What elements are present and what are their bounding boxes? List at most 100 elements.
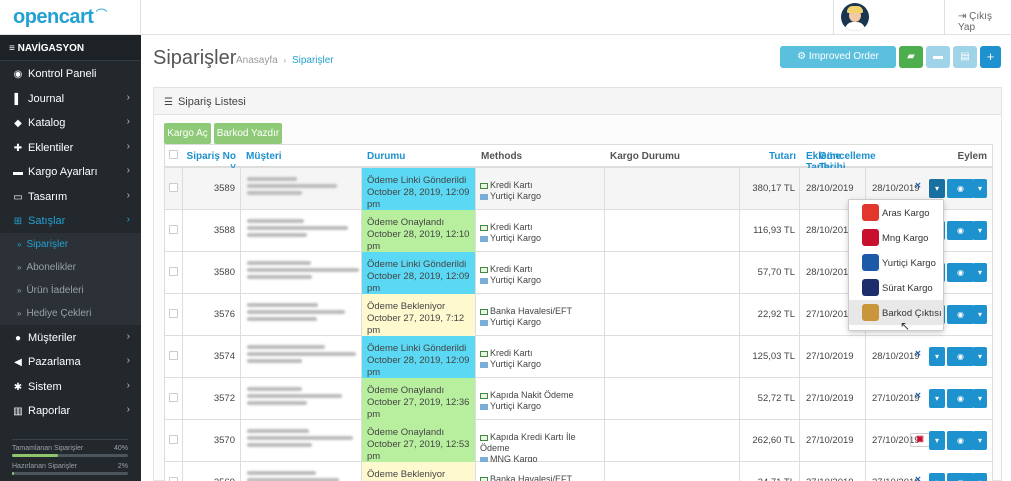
order-id: 3580 — [183, 252, 241, 294]
sidebar-subitem[interactable]: » Hediye Çekleri — [0, 301, 141, 325]
sidebar-item-eklentiler[interactable]: ✚ Eklentiler › — [0, 135, 141, 160]
breadcrumb-home[interactable]: Anasayfa — [236, 55, 278, 66]
row-checkbox[interactable] — [169, 225, 178, 234]
gear-icon: ✱ — [13, 381, 23, 393]
progress-bar — [12, 454, 128, 457]
view-dropdown-button[interactable]: ▾ — [973, 389, 987, 408]
order-id: 3589 — [183, 168, 241, 210]
mng-kargo-logo: ▣ — [910, 433, 930, 447]
row-checkbox[interactable] — [169, 183, 178, 192]
yurtici-kargo-logo: ✕ — [914, 349, 922, 358]
shipping-icon — [480, 277, 488, 284]
action-cell: ▣ ▾ ◉ ▾ — [897, 420, 992, 462]
view-button[interactable]: ◉ — [947, 431, 974, 450]
navigation-heading: ≡ NAVİGASYON — [0, 35, 141, 61]
view-button[interactable]: ◉ — [947, 263, 974, 282]
breadcrumb-current[interactable]: Siparişler — [291, 55, 334, 66]
cargo-option-aras-kargo[interactable]: Aras Kargo — [849, 200, 943, 225]
breadcrumb: Anasayfa › Siparişler — [236, 55, 334, 66]
sidebar-item-kargo-ayarlar-[interactable]: ▬ Kargo Ayarları › — [0, 159, 141, 184]
view-button[interactable]: ◉ — [947, 347, 974, 366]
status-cell: Ödeme Linki Gönderildi October 28, 2019, … — [362, 168, 476, 210]
view-dropdown-button[interactable]: ▾ — [973, 431, 987, 450]
column-header-total[interactable]: Tutarı — [768, 151, 796, 162]
panel-title: Sipariş Listesi — [177, 96, 246, 108]
payment-icon — [480, 476, 488, 481]
view-dropdown-button[interactable]: ▾ — [973, 179, 987, 198]
print-barcode-button[interactable]: Barkod Yazdır — [214, 123, 282, 144]
view-button[interactable]: ◉ — [947, 389, 974, 408]
sidebar-subitem[interactable]: » Ürün İadeleri — [0, 278, 141, 302]
chevron-right-icon: › — [126, 116, 130, 127]
view-button[interactable]: ◉ — [947, 473, 974, 481]
table-row[interactable]: 3574 Ödeme Linki Gönderildi October 28, 20… — [165, 336, 992, 378]
sidebar-item-katalog[interactable]: ◆ Katalog › — [0, 110, 141, 135]
user-menu[interactable] — [833, 0, 945, 35]
view-dropdown-button[interactable]: ▾ — [973, 263, 987, 282]
action-cell: ✕ ▾ ◉ ▾ — [897, 378, 992, 420]
add-button[interactable]: + — [980, 46, 1001, 68]
row-checkbox[interactable] — [169, 477, 178, 481]
sidebar-item-kontrol-paneli[interactable]: ◉ Kontrol Paneli — [0, 61, 141, 86]
view-dropdown-button[interactable]: ▾ — [973, 221, 987, 240]
mouse-cursor-icon: ↖ — [900, 319, 911, 333]
row-checkbox[interactable] — [169, 309, 178, 318]
table-row[interactable]: 3570 Ödeme Onaylandı October 27, 2019, 12:… — [165, 420, 992, 464]
row-checkbox[interactable] — [169, 267, 178, 276]
cargo-option-s-rat-kargo[interactable]: Sürat Kargo — [849, 275, 943, 300]
sidebar-item-raporlar[interactable]: ▥ Raporlar › — [0, 398, 141, 423]
logout-link[interactable]: ⇥ Çıkış Yap — [958, 11, 1011, 33]
sidebar-subitem[interactable]: » Siparişler — [0, 232, 141, 256]
eye-icon: ◉ — [957, 184, 964, 193]
sidebar-item-sat-lar[interactable]: ⊞ Satışlar › — [0, 208, 141, 233]
sidebar-subitem[interactable]: » Abonelikler — [0, 255, 141, 279]
status-date: October 27, 2019, 12:53 pm — [367, 439, 470, 462]
improved-order-settings-button[interactable]: ⚙ Improved Order Settings — [780, 46, 896, 84]
cargo-option-yurti-i-kargo[interactable]: Yurtiçi Kargo — [849, 250, 943, 275]
table-row[interactable]: 3572 Ödeme Onaylandı October 27, 2019, 12:… — [165, 378, 992, 420]
opencart-logo[interactable]: opencart ⌒ — [0, 0, 141, 35]
cargo-dropdown-button[interactable]: ▾ — [929, 473, 945, 481]
row-checkbox[interactable] — [169, 393, 178, 402]
view-dropdown-button[interactable]: ▾ — [973, 305, 987, 324]
stat-percent: 40% — [113, 445, 128, 452]
logout-label: Çıkış Yap — [958, 11, 992, 33]
comments-button[interactable]: ▰ — [899, 46, 923, 68]
cargo-option-mng-kargo[interactable]: Mng Kargo — [849, 225, 943, 250]
row-checkbox[interactable] — [169, 351, 178, 360]
order-id: 3569 — [183, 462, 241, 481]
column-header-status[interactable]: Durumu — [367, 151, 406, 162]
column-header-added[interactable]: Ekleme Tarihi — [806, 151, 842, 173]
cargo-dropdown-button[interactable]: ▾ — [929, 179, 945, 198]
truck-icon: ▬ — [933, 51, 943, 62]
view-dropdown-button[interactable]: ▾ — [973, 473, 987, 481]
view-button[interactable]: ◉ — [947, 179, 974, 198]
print-button[interactable]: ▤ — [953, 46, 977, 68]
row-checkbox[interactable] — [169, 435, 178, 444]
view-button[interactable]: ◉ — [947, 221, 974, 240]
column-header-customer[interactable]: Müşteri — [246, 151, 282, 162]
sidebar-item-m-teriler[interactable]: ● Müşteriler › — [0, 325, 141, 350]
shipping-button[interactable]: ▬ — [926, 46, 950, 68]
table-row[interactable]: 3569 Ödeme Bekleniyor Banka Havalesi/EFT 24… — [165, 462, 992, 481]
sidebar-item-pazarlama[interactable]: ◀ Pazarlama › — [0, 349, 141, 374]
view-button[interactable]: ◉ — [947, 305, 974, 324]
select-all-checkbox[interactable] — [169, 150, 178, 159]
column-header-updated[interactable]: Güncelleme Tarihi — [819, 151, 876, 173]
sidebar-item-tasar-m[interactable]: ▭ Tasarım › — [0, 184, 141, 209]
methods-cell: Kapıda Kredi Kartı İle Ödeme MNG Kargo — [476, 420, 605, 464]
avatar[interactable] — [841, 3, 869, 31]
column-header-order-no[interactable]: Sipariş No ˅ — [183, 145, 241, 173]
added-date: 27/10/2019 — [800, 420, 866, 462]
payment-method: Kapıda Kredi Kartı İle Ödeme — [480, 432, 576, 453]
cargo-dropdown-button[interactable]: ▾ — [929, 389, 945, 408]
sidebar-item-sistem[interactable]: ✱ Sistem › — [0, 374, 141, 399]
gears-icon: ⚙ — [797, 51, 809, 62]
cargo-option-barkod-kt-s-[interactable]: Barkod Çıktısı — [849, 300, 943, 325]
view-dropdown-button[interactable]: ▾ — [973, 347, 987, 366]
open-cargo-button[interactable]: Kargo Aç — [164, 123, 211, 144]
cargo-dropdown-button[interactable]: ▾ — [929, 431, 945, 450]
sidebar-item-journal[interactable]: ▌ Journal › — [0, 86, 141, 111]
cargo-dropdown-button[interactable]: ▾ — [929, 347, 945, 366]
order-id: 3570 — [183, 420, 241, 462]
